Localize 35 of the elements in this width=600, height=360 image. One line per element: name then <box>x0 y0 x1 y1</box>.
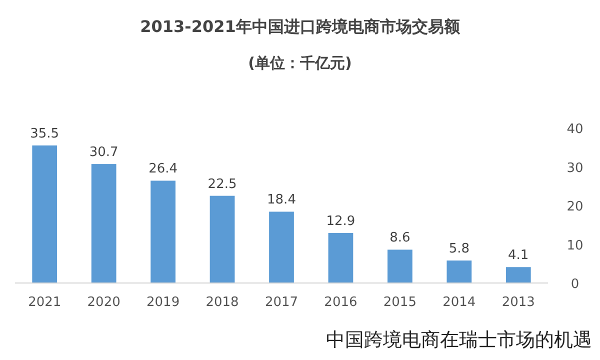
x-tick-label: 2015 <box>383 295 416 310</box>
text: 中国跨境电商在瑞士市场的机遇 <box>326 329 592 351</box>
data-label: 5.8 <box>448 242 470 257</box>
y-tick-label: 10 <box>566 238 584 254</box>
x-tick-label: 2014 <box>442 295 476 310</box>
y-tick-label: 0 <box>570 277 580 292</box>
x-tick-label: 2021 <box>28 295 62 310</box>
data-label: 12.9 <box>326 214 356 230</box>
data-label: 8.6 <box>390 230 410 246</box>
bar <box>328 233 354 283</box>
y-tick-label: 20 <box>566 200 584 214</box>
bar <box>446 260 472 283</box>
bar <box>91 164 116 283</box>
bar <box>32 145 58 283</box>
x-tick-label: 2017 <box>264 295 298 310</box>
data-label: 26.4 <box>148 162 178 177</box>
bar <box>269 212 294 283</box>
x-tick-label: 2013 <box>502 295 535 310</box>
bar <box>388 250 412 283</box>
chart-subtitle: (单位：千亿元) <box>248 54 352 72</box>
data-label: 35.5 <box>30 126 60 142</box>
data-label: 22.5 <box>208 176 237 192</box>
data-label: 4.1 <box>508 248 529 264</box>
chart-title: 2013-2021年中国进口跨境电商市场交易额 <box>140 17 461 36</box>
data-label: 30.7 <box>89 145 118 160</box>
y-tick-label: 40 <box>566 122 584 137</box>
bar <box>210 196 235 283</box>
x-tick-label: 2020 <box>87 295 120 310</box>
y-tick-label: 30 <box>566 160 584 176</box>
data-label: 18.4 <box>267 192 296 208</box>
x-tick-label: 2016 <box>324 295 358 310</box>
x-tick-label: 2018 <box>206 295 239 310</box>
x-tick-label: 2019 <box>146 295 180 310</box>
bar <box>506 267 531 283</box>
bar <box>150 180 176 283</box>
